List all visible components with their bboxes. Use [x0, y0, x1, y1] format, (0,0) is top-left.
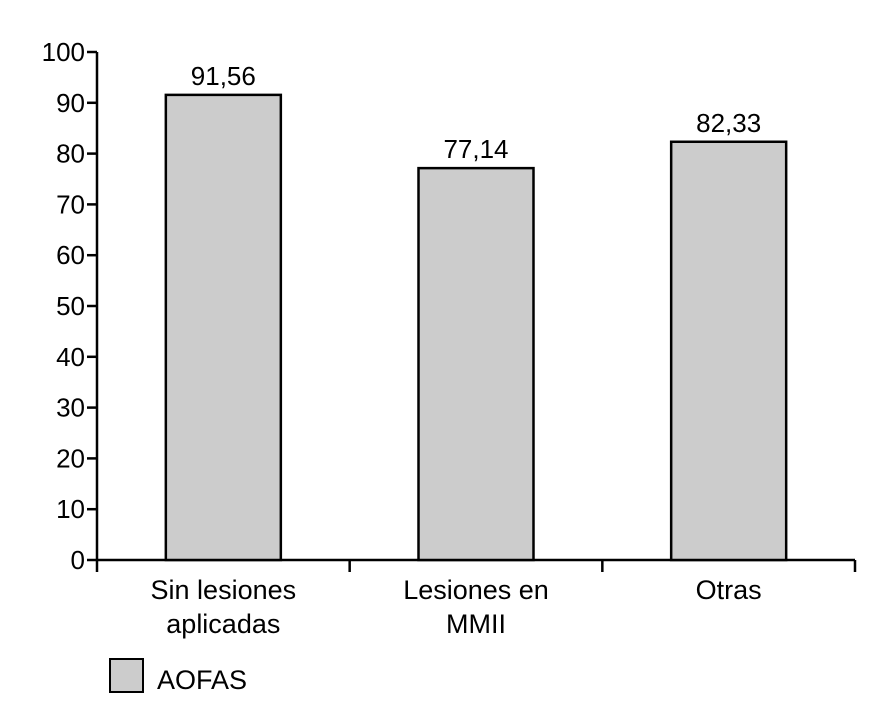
bar — [164, 93, 283, 562]
y-tick-label: 40 — [56, 342, 85, 372]
bar — [417, 166, 535, 562]
y-tick-label: 100 — [42, 37, 85, 67]
bar — [669, 140, 788, 562]
y-tick-label: 90 — [56, 88, 85, 118]
y-tick-label: 80 — [56, 139, 85, 169]
y-axis: 0 10 20 30 40 50 60 70 80 90 100 — [42, 37, 99, 575]
x-category-label: Otras — [696, 575, 762, 605]
y-tick-label: 60 — [56, 240, 85, 270]
legend-label: AOFAS — [157, 665, 247, 695]
y-tick-label: 50 — [56, 291, 85, 321]
data-label: 82,33 — [696, 108, 761, 138]
x-axis: Sin lesiones aplicadas Lesiones en MMII Otra… — [95, 558, 857, 639]
legend: AOFAS — [109, 658, 247, 695]
y-tick-label: 30 — [56, 393, 85, 423]
y-tick-label: 70 — [56, 189, 85, 219]
x-category-label: MMII — [446, 609, 506, 639]
data-label: 77,14 — [443, 134, 508, 164]
data-label: 91,56 — [191, 61, 256, 91]
legend-swatch — [109, 658, 144, 693]
y-tick-label: 20 — [56, 443, 85, 473]
x-category-label: Lesiones en — [403, 575, 549, 605]
bars: 91,56 77,14 82,33 — [164, 61, 788, 562]
y-tick-label: 0 — [71, 545, 85, 575]
x-category-label: aplicadas — [166, 609, 280, 639]
x-category-label: Sin lesiones — [151, 575, 297, 605]
y-tick-label: 10 — [56, 494, 85, 524]
